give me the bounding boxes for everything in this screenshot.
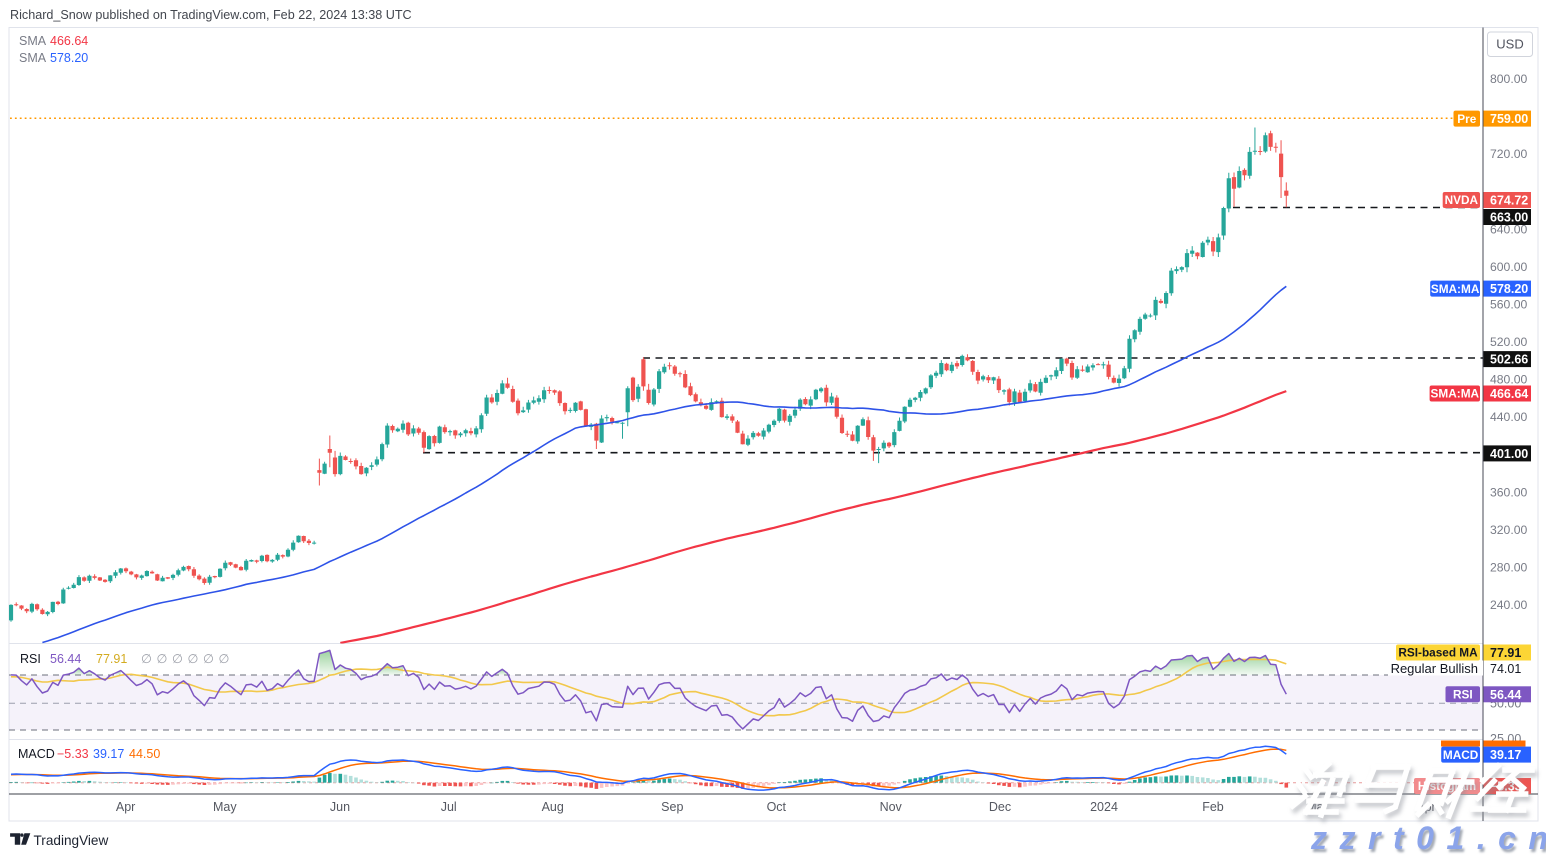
- svg-text:720.00: 720.00: [1490, 147, 1527, 161]
- svg-text:56.44: 56.44: [1490, 688, 1521, 702]
- svg-text:39.17: 39.17: [1490, 748, 1521, 762]
- svg-text:578.20: 578.20: [50, 51, 88, 65]
- svg-text:Jun: Jun: [330, 800, 350, 814]
- svg-text:∅: ∅: [219, 652, 230, 666]
- svg-text:Regular Bullish: Regular Bullish: [1391, 661, 1478, 676]
- svg-text:−5.33: −5.33: [57, 747, 89, 761]
- svg-text:39.17: 39.17: [93, 747, 124, 761]
- svg-text:640.00: 640.00: [1490, 222, 1527, 236]
- svg-text:2024: 2024: [1090, 800, 1118, 814]
- svg-text:MACD: MACD: [1443, 748, 1479, 762]
- svg-text:Oct: Oct: [767, 800, 787, 814]
- svg-text:SMA:MA: SMA:MA: [1431, 282, 1480, 296]
- svg-text:44.50: 44.50: [129, 747, 160, 761]
- svg-text:466.64: 466.64: [50, 34, 88, 48]
- svg-text:SMA:MA: SMA:MA: [1431, 387, 1480, 401]
- svg-text:800.00: 800.00: [1490, 72, 1527, 86]
- svg-text:674.72: 674.72: [1490, 194, 1528, 208]
- svg-text:240.00: 240.00: [1490, 598, 1527, 612]
- svg-text:∅: ∅: [157, 652, 168, 666]
- svg-text:∅: ∅: [188, 652, 199, 666]
- svg-text:560.00: 560.00: [1490, 297, 1527, 311]
- svg-text:Nov: Nov: [880, 800, 903, 814]
- svg-text:RSI-based MA: RSI-based MA: [1398, 646, 1478, 660]
- svg-text:Jul: Jul: [441, 800, 457, 814]
- svg-text:502.66: 502.66: [1490, 353, 1528, 367]
- svg-text:Apr: Apr: [116, 800, 135, 814]
- svg-text:SMA: SMA: [19, 34, 47, 48]
- svg-text:∅: ∅: [203, 652, 214, 666]
- svg-text:520.00: 520.00: [1490, 335, 1527, 349]
- svg-text:77.91: 77.91: [1490, 646, 1521, 660]
- svg-text:360.00: 360.00: [1490, 485, 1527, 499]
- svg-text:Aug: Aug: [542, 800, 564, 814]
- svg-text:Dec: Dec: [989, 800, 1011, 814]
- svg-text:600.00: 600.00: [1490, 260, 1527, 274]
- svg-text:466.64: 466.64: [1490, 387, 1528, 401]
- svg-text:578.20: 578.20: [1490, 282, 1528, 296]
- svg-text:759.00: 759.00: [1490, 112, 1528, 126]
- svg-text:280.00: 280.00: [1490, 560, 1527, 574]
- svg-text:RSI: RSI: [20, 652, 41, 666]
- svg-text:480.00: 480.00: [1490, 373, 1527, 387]
- svg-text:May: May: [213, 800, 237, 814]
- svg-text:56.44: 56.44: [50, 652, 81, 666]
- svg-text:Sep: Sep: [661, 800, 683, 814]
- svg-text:zzrt01.cn: zzrt01.cn: [1310, 820, 1546, 856]
- svg-text:Pre: Pre: [1457, 112, 1476, 126]
- svg-text:∅: ∅: [141, 652, 152, 666]
- svg-text:663.00: 663.00: [1490, 211, 1528, 225]
- svg-text:RSI: RSI: [1453, 688, 1473, 702]
- svg-text:USD: USD: [1496, 37, 1523, 52]
- svg-text:Richard_Snow published on Trad: Richard_Snow published on TradingView.co…: [10, 8, 412, 22]
- svg-text:440.00: 440.00: [1490, 410, 1527, 424]
- svg-text:401.00: 401.00: [1490, 447, 1528, 461]
- svg-text:MACD: MACD: [18, 747, 55, 761]
- svg-text:TradingView: TradingView: [34, 833, 109, 848]
- svg-text:Feb: Feb: [1202, 800, 1224, 814]
- svg-text:SMA: SMA: [19, 51, 47, 65]
- svg-text:∅: ∅: [172, 652, 183, 666]
- svg-text:77.91: 77.91: [96, 652, 127, 666]
- svg-text:320.00: 320.00: [1490, 523, 1527, 537]
- svg-text:NVDA: NVDA: [1445, 193, 1479, 207]
- svg-text:74.01: 74.01: [1490, 662, 1521, 676]
